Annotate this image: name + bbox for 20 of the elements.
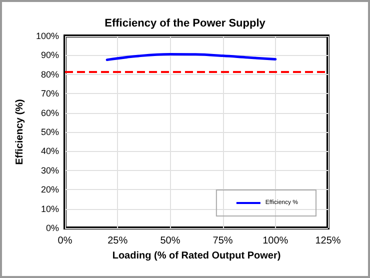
y-tick-label: 20%: [40, 184, 59, 195]
x-tick-label: 0%: [58, 236, 72, 246]
y-tick-label: 90%: [40, 50, 59, 60]
y-tick-label: 70%: [40, 88, 59, 99]
x-tick-label: 25%: [108, 236, 128, 246]
y-axis-title: Efficiency (%): [14, 99, 26, 165]
y-tick-label: 10%: [40, 204, 59, 214]
y-tick-label: 40%: [40, 146, 59, 156]
chart-title: Efficiency of the Power Supply: [104, 18, 266, 30]
y-tick-label: 30%: [40, 165, 59, 176]
y-tick-label: 100%: [36, 31, 59, 41]
y-tick-label: 0%: [46, 223, 59, 233]
x-tick-label: 75%: [212, 236, 233, 246]
x-axis-title: Loading (% of Rated Output Power): [112, 250, 281, 262]
y-tick-label: 50%: [40, 127, 59, 137]
x-tick-label: 50%: [160, 236, 180, 246]
y-tick-label: 60%: [40, 108, 59, 118]
y-tick-label: 80%: [40, 69, 59, 80]
x-tick-label: 100%: [262, 236, 288, 246]
x-tick-label: 125%: [315, 236, 341, 246]
